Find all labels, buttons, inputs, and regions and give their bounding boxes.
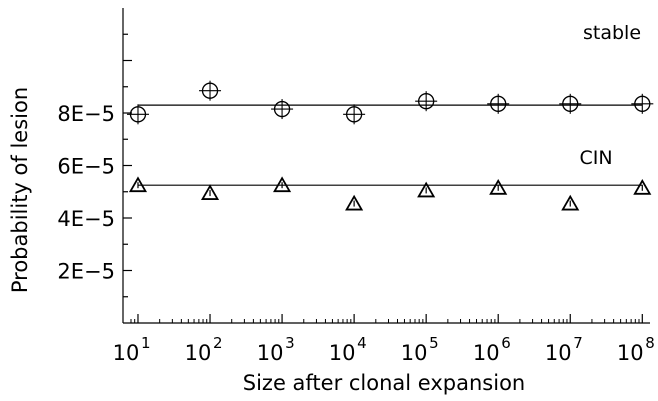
x-tick-exponent: 1 <box>141 334 151 352</box>
y-tick-label: 2E−5 <box>57 260 115 284</box>
x-tick-label: 10 <box>113 341 140 365</box>
x-tick-label: 10 <box>617 341 644 365</box>
data-point-triangle <box>128 176 148 193</box>
x-tick-label: 10 <box>329 341 356 365</box>
x-tick-exponent: 5 <box>429 334 439 352</box>
x-tick-exponent: 3 <box>285 334 295 352</box>
series-label: stable <box>583 22 641 44</box>
axes: 2E−54E−56E−58E−510 1 10 2 10 3 10 4 10 5 10 6 10 7 10 8 <box>57 8 655 365</box>
x-tick-label: 10 <box>257 341 284 365</box>
y-tick-label: 8E−5 <box>57 102 115 126</box>
x-tick-exponent: 6 <box>501 334 511 352</box>
data-point-triangle <box>273 176 292 193</box>
y-axis-title: Probability of lesion <box>8 87 32 293</box>
data-point-triangle <box>489 179 508 195</box>
x-tick-exponent: 4 <box>357 334 367 352</box>
series-stable: stable <box>126 22 654 125</box>
y-tick-label: 6E−5 <box>57 155 115 179</box>
x-tick-exponent: 7 <box>573 334 583 352</box>
series-cin: CIN <box>128 147 652 211</box>
data-marks: stable CIN <box>126 22 654 211</box>
data-point-triangle <box>200 184 220 200</box>
data-point-triangle <box>345 194 364 211</box>
x-axis-title: Size after clonal expansion <box>243 371 525 395</box>
x-tick-label: 10 <box>185 341 212 365</box>
data-point-triangle <box>633 179 652 195</box>
y-tick-label: 4E−5 <box>57 207 115 231</box>
x-tick-exponent: 2 <box>213 334 223 352</box>
x-tick-label: 10 <box>545 341 572 365</box>
x-tick-label: 10 <box>473 341 500 365</box>
data-point-triangle <box>417 181 436 198</box>
series-label: CIN <box>579 147 612 169</box>
data-point-triangle <box>561 194 580 211</box>
x-tick-exponent: 8 <box>645 334 655 352</box>
x-tick-label: 10 <box>401 341 428 365</box>
